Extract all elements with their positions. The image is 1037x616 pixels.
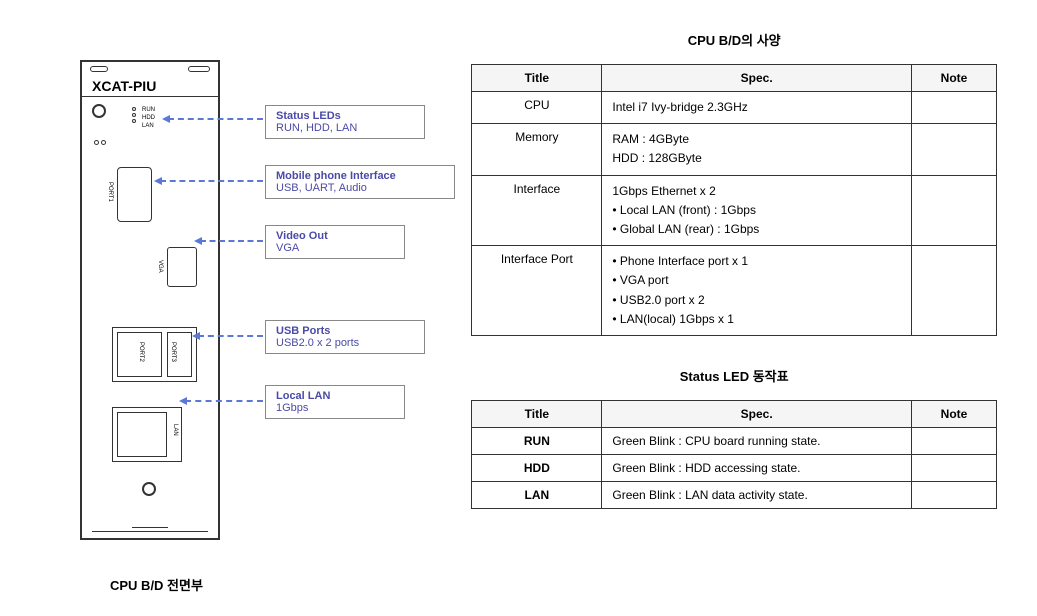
- callout-desc: VGA: [276, 242, 394, 254]
- arrow-lan: [185, 400, 263, 402]
- board-label: XCAT-PIU: [82, 78, 218, 97]
- spec-table-title: CPU B/D의 사양: [471, 30, 997, 49]
- callout-desc: 1Gbps: [276, 402, 394, 414]
- arrow-phone: [160, 180, 263, 182]
- spec-table: Title Spec. Note CPUIntel i7 Ivy-bridge …: [471, 64, 997, 336]
- cell-note: [912, 92, 997, 124]
- cell-title: CPU: [472, 92, 602, 124]
- cell-spec: • Phone Interface port x 1 • VGA port • …: [602, 246, 912, 336]
- small-holes: [94, 132, 108, 150]
- col-header-spec: Spec.: [602, 65, 912, 92]
- table-row: Interface1Gbps Ethernet x 2 • Local LAN …: [472, 175, 997, 246]
- cell-note: [912, 481, 997, 508]
- cpu-board-outline: XCAT-PIU RUN HDD LAN PORT1 VGA PORT2 POR…: [80, 60, 220, 540]
- led-table-title: Status LED 동작표: [471, 366, 997, 385]
- bottom-edge-line2: [132, 527, 168, 528]
- vga-connector: [167, 247, 197, 287]
- cell-note: [912, 246, 997, 336]
- port1-connector: [117, 167, 152, 222]
- cell-spec: Intel i7 Ivy-bridge 2.3GHz: [602, 92, 912, 124]
- arrow-leds: [168, 118, 263, 120]
- col-header-note: Note: [912, 400, 997, 427]
- col-header-spec: Spec.: [602, 400, 912, 427]
- led-table: Title Spec. Note RUNGreen Blink : CPU bo…: [471, 400, 997, 509]
- lan-label: LAN: [172, 424, 178, 436]
- table-header-row: Title Spec. Note: [472, 65, 997, 92]
- callout-local-lan: Local LAN 1Gbps: [265, 385, 405, 419]
- tables-panel: CPU B/D의 사양 Title Spec. Note CPUIntel i7…: [471, 30, 997, 539]
- cell-title: RUN: [472, 427, 602, 454]
- table-row: HDDGreen Blink : HDD accessing state.: [472, 454, 997, 481]
- mounting-hole-top: [92, 104, 106, 118]
- callout-title: Video Out: [276, 230, 394, 242]
- callout-phone-interface: Mobile phone Interface USB, UART, Audio: [265, 165, 455, 199]
- callout-desc: USB, UART, Audio: [276, 182, 444, 194]
- col-header-title: Title: [472, 65, 602, 92]
- col-header-note: Note: [912, 65, 997, 92]
- callout-desc: RUN, HDD, LAN: [276, 122, 414, 134]
- arrow-usb: [198, 335, 263, 337]
- callout-title: Status LEDs: [276, 110, 414, 122]
- table-row: CPUIntel i7 Ivy-bridge 2.3GHz: [472, 92, 997, 124]
- cell-note: [912, 175, 997, 246]
- cell-title: HDD: [472, 454, 602, 481]
- table-row: LANGreen Blink : LAN data activity state…: [472, 481, 997, 508]
- led-names: RUN HDD LAN: [142, 107, 155, 130]
- col-header-title: Title: [472, 400, 602, 427]
- callout-title: Local LAN: [276, 390, 394, 402]
- diagram-caption: CPU B/D 전면부: [110, 575, 203, 594]
- cell-title: Interface: [472, 175, 602, 246]
- cell-title: Interface Port: [472, 246, 602, 336]
- callout-status-leds: Status LEDs RUN, HDD, LAN: [265, 105, 425, 139]
- table-row: RUNGreen Blink : CPU board running state…: [472, 427, 997, 454]
- cell-spec: 1Gbps Ethernet x 2 • Local LAN (front) :…: [602, 175, 912, 246]
- cell-spec: Green Blink : LAN data activity state.: [602, 481, 912, 508]
- usb-label-1: PORT2: [138, 342, 144, 362]
- top-slot-left: [90, 66, 108, 72]
- callout-title: Mobile phone Interface: [276, 170, 444, 182]
- lan-connector: [117, 412, 167, 457]
- mounting-hole-bottom: [142, 482, 156, 496]
- cell-title: Memory: [472, 124, 602, 175]
- vga-label: VGA: [157, 260, 163, 273]
- callout-video-out: Video Out VGA: [265, 225, 405, 259]
- callout-desc: USB2.0 x 2 ports: [276, 337, 414, 349]
- callout-usb-ports: USB Ports USB2.0 x 2 ports: [265, 320, 425, 354]
- table-row: Interface Port• Phone Interface port x 1…: [472, 246, 997, 336]
- table-header-row: Title Spec. Note: [472, 400, 997, 427]
- cell-note: [912, 427, 997, 454]
- arrow-vga: [200, 240, 263, 242]
- cell-spec: Green Blink : HDD accessing state.: [602, 454, 912, 481]
- top-slot-right: [188, 66, 210, 72]
- cell-title: LAN: [472, 481, 602, 508]
- callout-title: USB Ports: [276, 325, 414, 337]
- table-row: MemoryRAM : 4GByte HDD : 128GByte: [472, 124, 997, 175]
- usb-ports-group: [112, 327, 197, 382]
- bottom-edge-line: [92, 531, 208, 532]
- cell-note: [912, 124, 997, 175]
- led-indicators: [132, 107, 136, 125]
- cell-spec: Green Blink : CPU board running state.: [602, 427, 912, 454]
- cell-spec: RAM : 4GByte HDD : 128GByte: [602, 124, 912, 175]
- cell-note: [912, 454, 997, 481]
- usb-label-2: PORT3: [170, 342, 176, 362]
- port1-label: PORT1: [107, 182, 113, 202]
- board-diagram-panel: XCAT-PIU RUN HDD LAN PORT1 VGA PORT2 POR…: [40, 30, 441, 539]
